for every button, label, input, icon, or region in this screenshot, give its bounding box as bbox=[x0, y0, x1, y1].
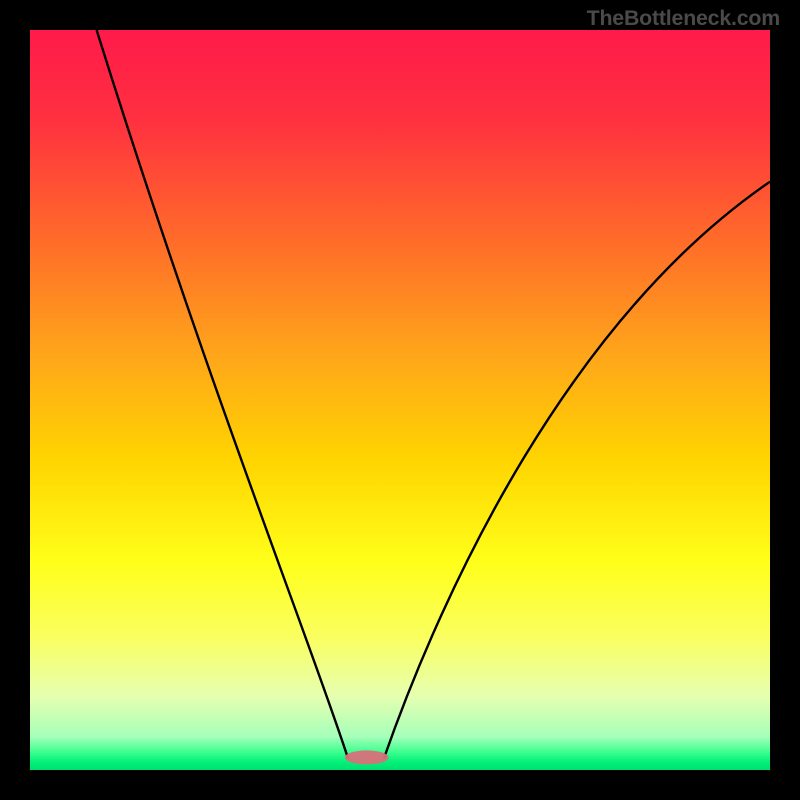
bottleneck-chart bbox=[0, 0, 800, 800]
plot-background bbox=[30, 30, 770, 770]
watermark-text: TheBottleneck.com bbox=[587, 6, 780, 31]
chart-container: TheBottleneck.com bbox=[0, 0, 800, 800]
optimal-marker bbox=[345, 750, 389, 764]
